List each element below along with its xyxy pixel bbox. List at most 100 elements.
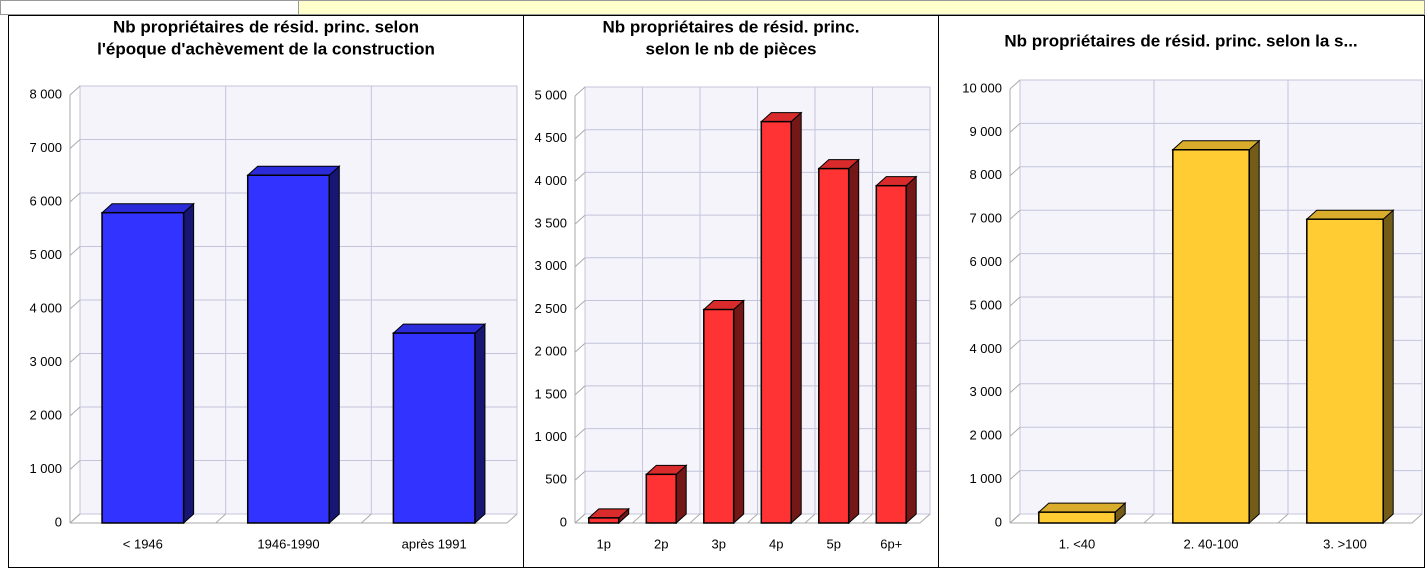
- bar-side: [905, 175, 917, 525]
- floor-line: [1277, 513, 1289, 524]
- tick-mark: [574, 172, 586, 182]
- y-tick-label: 4 500: [534, 130, 567, 145]
- bar-side: [733, 299, 745, 525]
- tick-mark: [1009, 340, 1021, 350]
- tick-mark: [69, 460, 81, 470]
- floor-line: [215, 513, 227, 524]
- bar: [392, 332, 476, 524]
- y-tick-label: 5 000: [29, 247, 62, 262]
- bar-side: [183, 202, 195, 525]
- floor-line: [747, 513, 758, 524]
- floor-line: [1143, 513, 1155, 524]
- floor-line: [632, 513, 643, 524]
- x-tick-label: 6p+: [880, 536, 902, 551]
- bar-top: [1037, 502, 1127, 513]
- tick-mark: [1009, 123, 1021, 133]
- bar: [818, 167, 850, 524]
- y-tick-label: 2 500: [534, 301, 567, 316]
- y-tick-label: 4 000: [969, 341, 1002, 356]
- tick-mark: [574, 385, 586, 396]
- bar: [1306, 218, 1384, 524]
- x-tick-label: 4p: [769, 536, 783, 551]
- bar-top: [1171, 140, 1261, 151]
- tick-mark: [574, 470, 586, 481]
- floor-line: [574, 513, 586, 524]
- x-tick-label: 2p: [654, 536, 668, 551]
- y-tick-label: 0: [560, 514, 567, 529]
- bar: [101, 211, 185, 524]
- tick-mark: [574, 342, 586, 353]
- bar-side: [1248, 139, 1260, 525]
- y-tick-label: 8 000: [29, 86, 62, 101]
- floor-line: [689, 513, 701, 524]
- x-tick-label: 2. 40-100: [1184, 536, 1239, 551]
- floor-line: [862, 513, 873, 524]
- y-tick-label: 1 000: [29, 461, 62, 476]
- bar-side: [848, 158, 860, 525]
- x-tick-label: après 1991: [402, 536, 467, 551]
- tick-mark: [69, 299, 81, 310]
- floor-line: [919, 513, 931, 524]
- chart-title: selon le nb de pièces: [645, 39, 816, 58]
- bar-top: [100, 203, 195, 214]
- tick-mark: [574, 300, 586, 310]
- y-tick-label: 1 500: [534, 386, 567, 401]
- x-tick-label: 3. >100: [1323, 536, 1367, 551]
- bar-side: [675, 464, 687, 525]
- tick-mark: [69, 406, 81, 417]
- tick-mark: [1009, 470, 1021, 480]
- y-tick-label: 1 000: [534, 429, 567, 444]
- y-tick-label: 8 000: [969, 167, 1002, 182]
- tick-mark: [69, 139, 81, 149]
- tick-mark: [574, 129, 586, 140]
- bar-side: [1382, 209, 1394, 525]
- y-tick-label: 0: [995, 514, 1002, 529]
- x-tick-label: < 1946: [123, 536, 163, 551]
- bar: [246, 174, 331, 524]
- bar: [760, 120, 792, 524]
- tick-mark: [69, 246, 81, 256]
- y-tick-label: 2 000: [969, 428, 1002, 443]
- y-tick-label: 10 000: [962, 80, 1002, 95]
- y-tick-label: 3 500: [534, 216, 567, 231]
- y-tick-label: 9 000: [969, 124, 1002, 139]
- bar-side: [474, 322, 486, 525]
- x-tick-label: 1. <40: [1059, 536, 1096, 551]
- x-tick-label: 1946-1990: [257, 536, 319, 551]
- tick-mark: [1009, 296, 1021, 307]
- bar: [1172, 149, 1250, 524]
- y-tick-label: 3 000: [969, 384, 1002, 399]
- bar-top: [1305, 209, 1395, 220]
- bar-side: [790, 111, 802, 525]
- bar-side: [328, 165, 340, 525]
- y-tick-label: 5 000: [969, 297, 1002, 312]
- bar: [703, 308, 735, 524]
- x-tick-label: 5p: [827, 536, 841, 551]
- tick-mark: [574, 214, 586, 225]
- bar: [1038, 511, 1116, 524]
- top-box: [0, 0, 299, 15]
- tick-mark: [1009, 253, 1021, 263]
- y-tick-label: 3 000: [534, 258, 567, 273]
- tick-mark: [574, 257, 586, 268]
- tick-mark: [1009, 166, 1021, 177]
- floor-line: [1009, 513, 1021, 524]
- tick-mark: [69, 85, 81, 96]
- y-tick-label: 2 000: [29, 407, 62, 422]
- y-tick-label: 7 000: [29, 140, 62, 155]
- tick-mark: [574, 428, 586, 438]
- bar-top: [392, 323, 487, 334]
- floor-line: [506, 513, 518, 524]
- floor-line: [804, 513, 816, 524]
- chart-title: Nb propriétaires de résid. princ.: [603, 17, 860, 36]
- tick-mark: [1009, 79, 1021, 90]
- floor-line: [1411, 513, 1423, 524]
- floor-line: [360, 513, 372, 524]
- tick-mark: [1009, 209, 1021, 220]
- y-tick-label: 5 000: [534, 87, 567, 102]
- y-tick-label: 7 000: [969, 211, 1002, 226]
- chart-title: Nb propriétaires de résid. princ. selon: [113, 17, 419, 36]
- floor-line: [69, 513, 81, 524]
- bar-top: [246, 165, 341, 176]
